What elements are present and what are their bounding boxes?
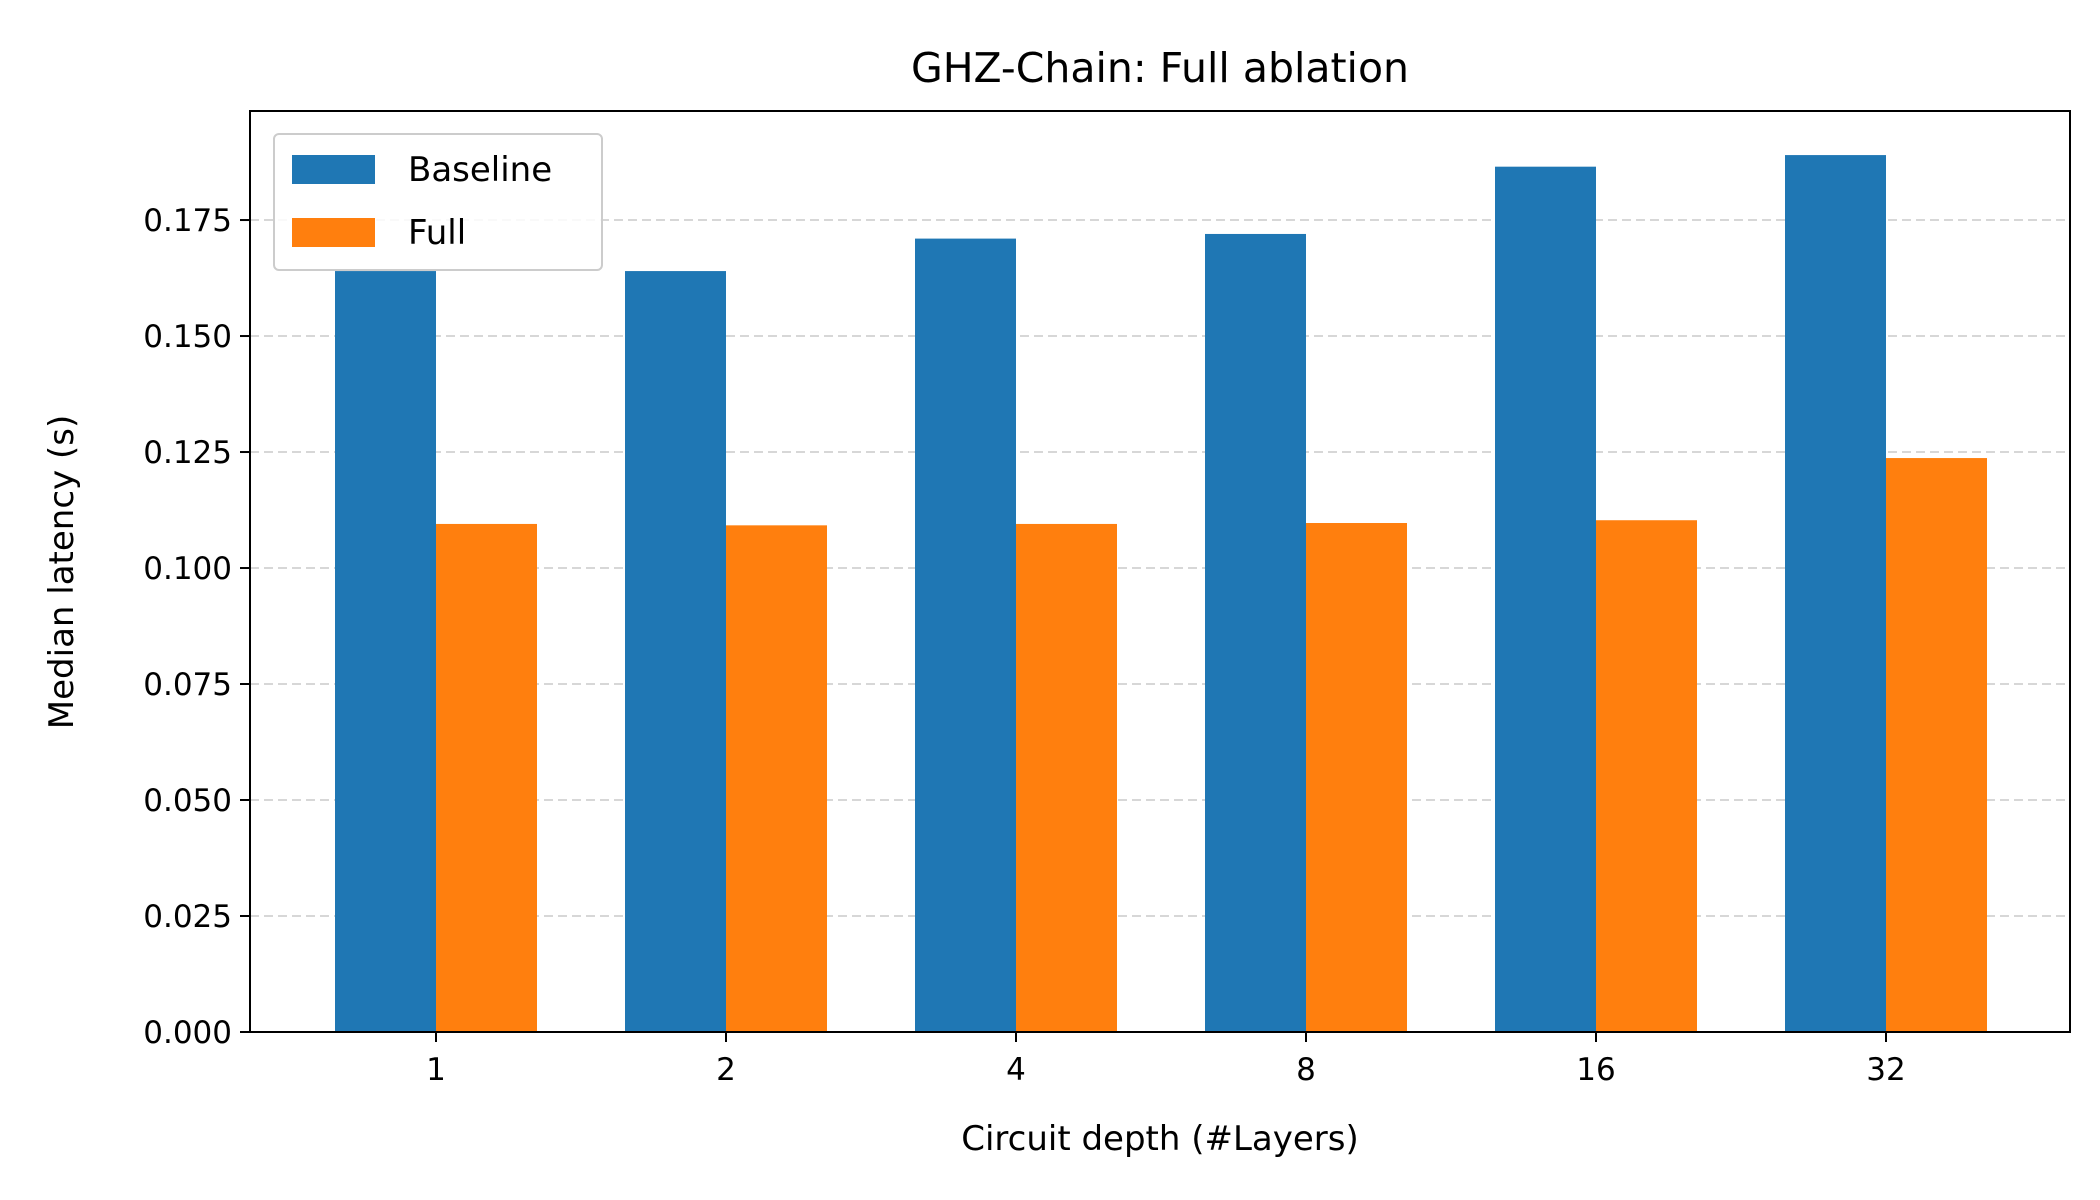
y-tick-label: 0.050	[143, 783, 232, 819]
y-tick-label: 0.025	[143, 899, 232, 935]
bar-baseline-4	[915, 238, 1016, 1032]
bar-full-4	[1016, 523, 1117, 1032]
x-tick-label: 4	[1006, 1052, 1026, 1088]
y-tick-label: 0.175	[143, 203, 232, 239]
x-axis-label: Circuit depth (#Layers)	[961, 1119, 1359, 1159]
y-tick-label: 0.150	[143, 319, 232, 355]
bar-baseline-8	[1205, 233, 1306, 1033]
x-tick-label: 32	[1866, 1052, 1905, 1088]
y-tick-label: 0.125	[143, 435, 232, 471]
bars	[335, 155, 1987, 1033]
bar-full-8	[1306, 523, 1407, 1032]
x-tick-label: 2	[716, 1052, 736, 1088]
legend-label-full: Full	[408, 213, 466, 253]
x-tick-label: 1	[426, 1052, 446, 1088]
x-axis-ticks: 1 2 4 8 16 32	[426, 1032, 1906, 1088]
x-tick-label: 8	[1296, 1052, 1316, 1088]
y-tick-label: 0.100	[143, 551, 232, 587]
y-tick-label: 0.000	[143, 1015, 232, 1051]
bar-full-1	[436, 523, 537, 1032]
x-tick-label: 16	[1576, 1052, 1615, 1088]
y-axis-ticks: 0.000 0.025 0.050 0.075 0.100 0.125 0.150 0.175	[143, 203, 250, 1051]
plot-area-frame	[249, 110, 2071, 1033]
bar-baseline-16	[1495, 166, 1596, 1032]
bar-baseline-32	[1785, 155, 1886, 1033]
y-axis-label: Median latency (s)	[42, 415, 82, 729]
grid-lines	[250, 219, 2070, 918]
y-tick-label: 0.075	[143, 667, 232, 703]
bar-full-32	[1886, 458, 1987, 1033]
bar-full-2	[726, 525, 827, 1032]
legend-swatch-full	[292, 218, 375, 247]
legend: Baseline Full	[273, 133, 603, 271]
bar-full-16	[1596, 520, 1697, 1032]
bar-baseline-2	[625, 271, 726, 1032]
bar-baseline-1	[335, 271, 436, 1032]
legend-label-baseline: Baseline	[408, 150, 552, 190]
chart-title: GHZ-Chain: Full ablation	[911, 44, 1409, 92]
legend-swatch-baseline	[292, 155, 375, 184]
